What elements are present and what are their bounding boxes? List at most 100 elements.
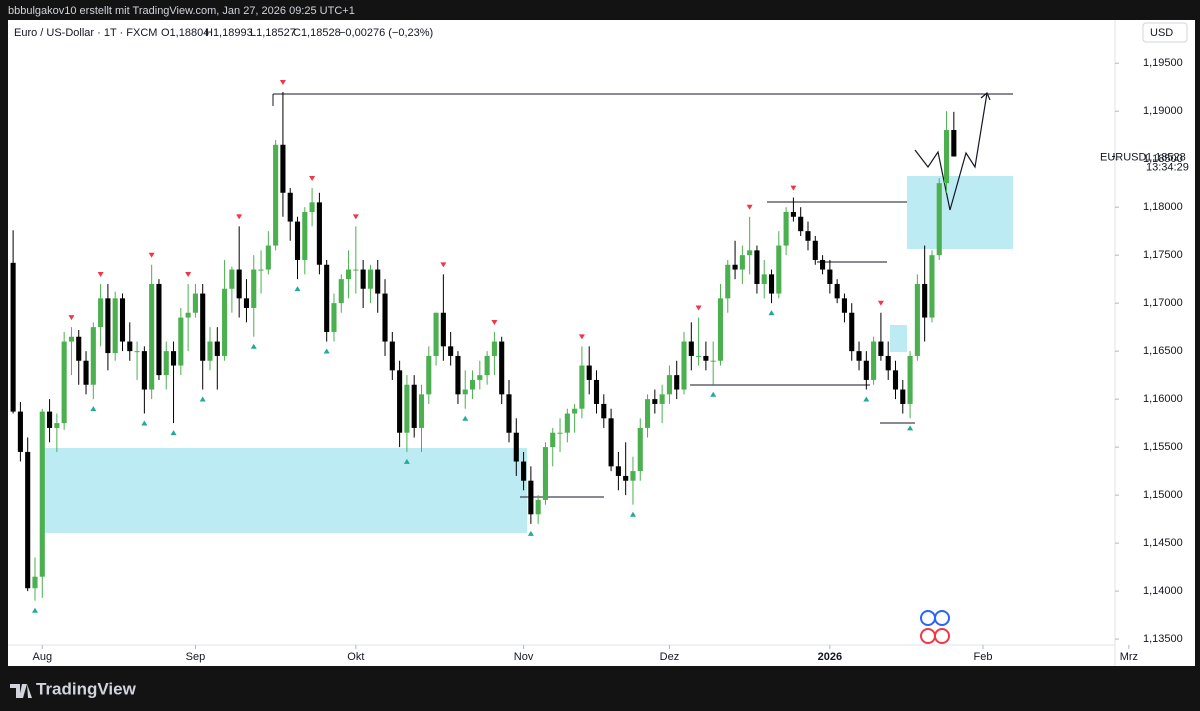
candle-body <box>681 341 687 390</box>
candle-body <box>47 411 53 428</box>
candle-body <box>302 211 308 260</box>
candle-body <box>892 370 899 390</box>
fractal-high <box>185 271 192 277</box>
candle-body <box>644 399 651 428</box>
candle-body <box>360 269 366 289</box>
y-tick-label: 1,18500 <box>1143 153 1183 165</box>
candle-body <box>761 274 767 284</box>
fractal-low <box>462 415 469 421</box>
candle-body <box>316 202 322 265</box>
candle-body <box>637 427 643 472</box>
candle-body <box>61 341 67 424</box>
candle-body <box>528 480 534 515</box>
candle-body <box>484 355 490 376</box>
candle-body <box>141 351 147 390</box>
candle-body <box>10 262 16 412</box>
candle-body <box>586 365 592 380</box>
y-tick-label: 1,16500 <box>1143 345 1183 357</box>
candle-body <box>200 293 206 361</box>
fractal-high <box>97 271 104 277</box>
flag-icon <box>934 610 950 626</box>
candle-body <box>885 355 891 371</box>
candle-body <box>834 283 840 299</box>
candle-body <box>717 298 724 361</box>
y-tick-label: 1,15500 <box>1143 441 1183 453</box>
candle-body <box>98 298 104 328</box>
candle-body <box>754 250 760 284</box>
candle-body <box>462 389 468 395</box>
candle-body <box>929 255 935 318</box>
candle-body <box>703 355 709 361</box>
candle-body <box>820 259 826 270</box>
candle-body <box>375 269 381 294</box>
candle-body <box>557 432 563 434</box>
candle-body <box>550 432 556 448</box>
candle-body <box>849 312 855 352</box>
fractal-low <box>768 310 775 316</box>
fractal-low <box>199 396 206 402</box>
candle-body <box>214 341 220 356</box>
fractal-high <box>877 300 884 306</box>
candle-body <box>178 317 184 366</box>
fractal-low <box>323 348 330 354</box>
legend: Euro / US-Dollar · 1T · FXCM O1,18804 H1… <box>14 27 433 39</box>
candle-body <box>54 423 60 428</box>
candle-body <box>564 413 570 433</box>
candle-body <box>76 336 82 361</box>
candle-body <box>922 283 928 318</box>
candle-body <box>593 379 600 404</box>
fractal-high <box>148 252 155 258</box>
demand-zone <box>907 176 1013 249</box>
footer: TradingView <box>10 679 137 698</box>
currency: USD <box>1150 27 1173 39</box>
candle-body <box>294 221 301 260</box>
symbol: Euro / US-Dollar · 1T · FXCM <box>14 27 157 39</box>
candle-body <box>251 269 257 308</box>
candle-body <box>127 341 133 352</box>
candle-body <box>338 279 344 304</box>
candle-body <box>134 351 140 353</box>
credit: bbbulgakov10 erstellt mit TradingView.co… <box>8 5 355 17</box>
y-tick-label: 1,17000 <box>1143 297 1183 309</box>
fractal-high <box>695 305 702 311</box>
candle-body <box>273 144 279 246</box>
candle-body <box>331 303 337 332</box>
candle-body <box>666 375 672 395</box>
x-tick-label: Aug <box>32 651 52 663</box>
candle-body <box>324 264 330 332</box>
y-tick-label: 1,18000 <box>1143 201 1183 213</box>
candle-body <box>572 408 578 414</box>
fractal-low <box>141 420 148 426</box>
candle-body <box>382 293 388 342</box>
candle-body <box>367 269 373 289</box>
chart-panel <box>8 20 1195 666</box>
candle-body <box>112 298 118 354</box>
fractal-low <box>710 391 717 397</box>
price-tag-symbol: EURUSD <box>1100 151 1147 163</box>
fractal-low <box>907 425 914 431</box>
candle-body <box>513 432 519 462</box>
candle-body <box>943 129 950 184</box>
candle-body <box>25 451 31 589</box>
x-tick-label: Sep <box>186 651 206 663</box>
candle-body <box>426 355 432 395</box>
candle-body <box>455 355 461 395</box>
candle-body <box>404 384 410 433</box>
candle-body <box>433 312 439 356</box>
candle-body <box>521 461 527 481</box>
price-tag-countdown: 13:34:29 <box>1146 161 1189 173</box>
candle-body <box>674 375 680 390</box>
candle-body <box>440 312 446 347</box>
candle-body <box>535 499 541 515</box>
candle-body <box>170 351 177 366</box>
candle-body <box>448 346 454 356</box>
ohlc-close: C1,18528 <box>293 27 341 39</box>
x-tick-label: Dez <box>660 651 680 663</box>
candle-body <box>477 375 483 380</box>
demand-zone <box>890 325 907 352</box>
x-tick-label: Nov <box>514 651 534 663</box>
currency-button[interactable] <box>1142 22 1188 43</box>
candle-body <box>389 341 395 371</box>
